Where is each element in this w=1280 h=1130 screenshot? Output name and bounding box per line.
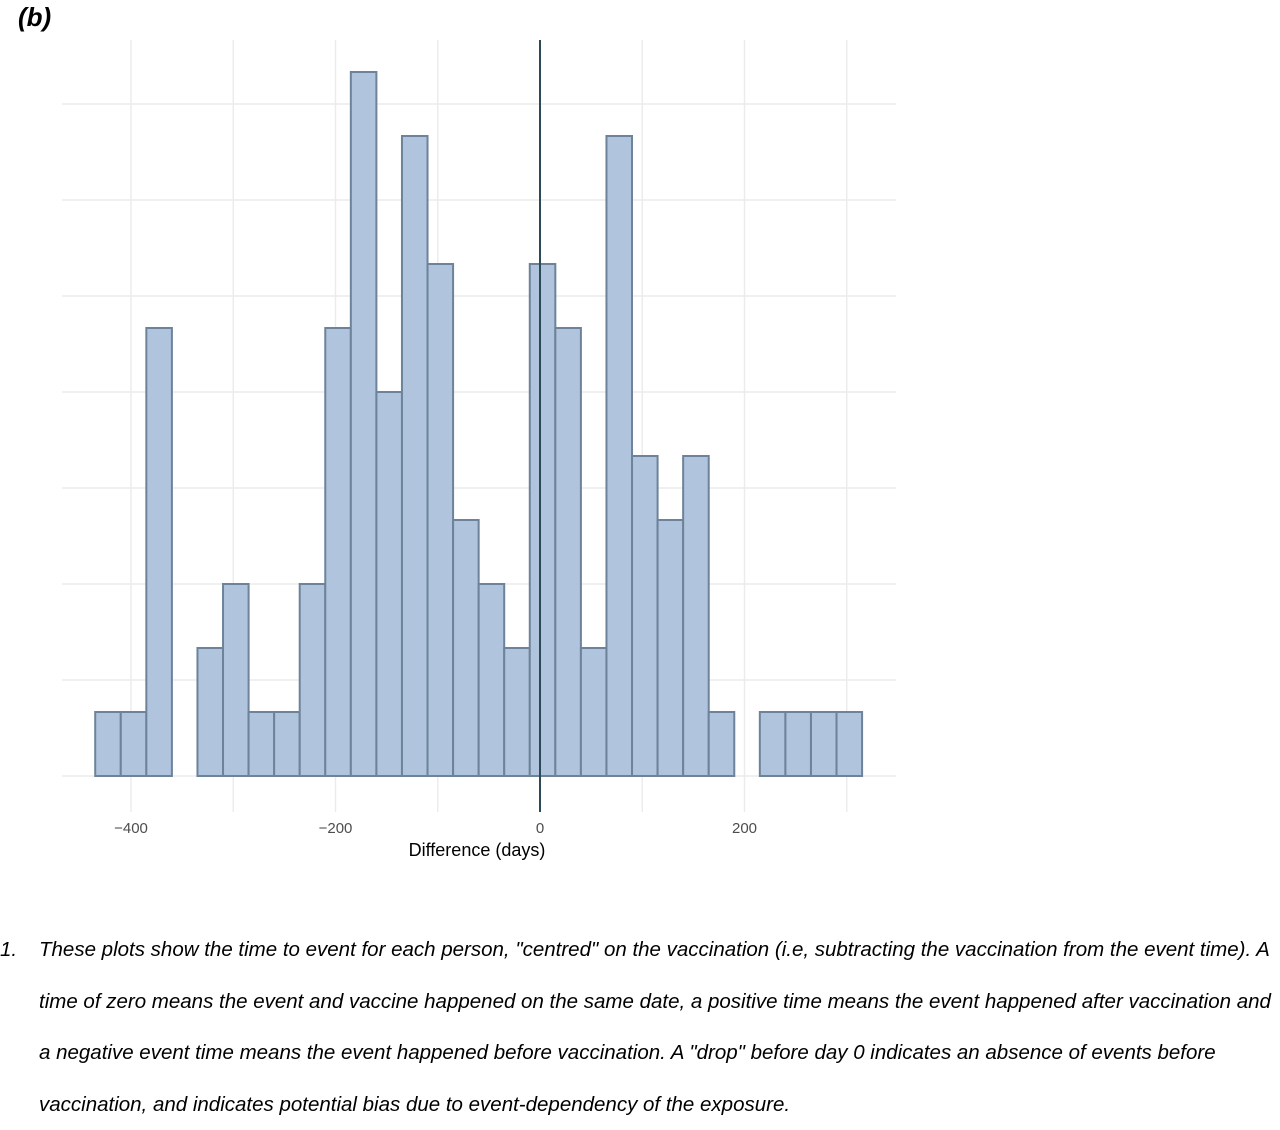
histogram-bar bbox=[349, 71, 378, 777]
histogram-bar bbox=[784, 711, 812, 777]
histogram-bar bbox=[528, 263, 557, 777]
histogram-bar bbox=[631, 455, 659, 777]
histogram-bar bbox=[145, 327, 173, 777]
histogram-bar bbox=[835, 711, 864, 777]
histogram-bar bbox=[273, 711, 301, 777]
histogram-bar bbox=[375, 391, 403, 777]
x-tick-label: 0 bbox=[536, 820, 544, 837]
histogram-bar bbox=[196, 647, 225, 777]
histogram-bar bbox=[247, 711, 276, 777]
footnote-number: 1. bbox=[0, 938, 18, 961]
histogram-bar bbox=[298, 583, 327, 777]
histogram-bar bbox=[579, 647, 608, 777]
histogram-bar bbox=[452, 519, 480, 777]
x-tick-label: −200 bbox=[319, 820, 353, 837]
histogram-bar bbox=[605, 135, 634, 777]
histogram-bars bbox=[94, 71, 864, 777]
histogram-bar bbox=[809, 711, 838, 777]
histogram-bar bbox=[503, 647, 531, 777]
panel-label: (b) bbox=[18, 2, 52, 32]
x-tick-label: −400 bbox=[114, 820, 148, 837]
histogram-bar bbox=[426, 263, 455, 777]
x-tick-label: 200 bbox=[732, 820, 757, 837]
histogram-bar bbox=[222, 583, 250, 777]
histogram-bar bbox=[682, 455, 710, 777]
x-axis-label: Difference (days) bbox=[409, 840, 546, 860]
histogram-bar bbox=[477, 583, 506, 777]
x-axis-tick-labels: −400 −200 0 200 bbox=[114, 820, 757, 837]
histogram-bar bbox=[119, 711, 148, 777]
histogram-bar bbox=[554, 327, 582, 777]
histogram-bar bbox=[656, 519, 685, 777]
histogram-bar bbox=[758, 711, 787, 777]
histogram-chart: −400 −200 0 200 Difference (days) bbox=[62, 40, 896, 860]
figure-footnote: 1. These plots show the time to event fo… bbox=[0, 924, 1280, 1130]
footnote-text: These plots show the time to event for e… bbox=[39, 938, 1271, 1116]
histogram-bar bbox=[94, 711, 122, 777]
histogram-bar bbox=[400, 135, 429, 777]
histogram-bar bbox=[324, 327, 352, 777]
histogram-bar bbox=[707, 711, 736, 777]
